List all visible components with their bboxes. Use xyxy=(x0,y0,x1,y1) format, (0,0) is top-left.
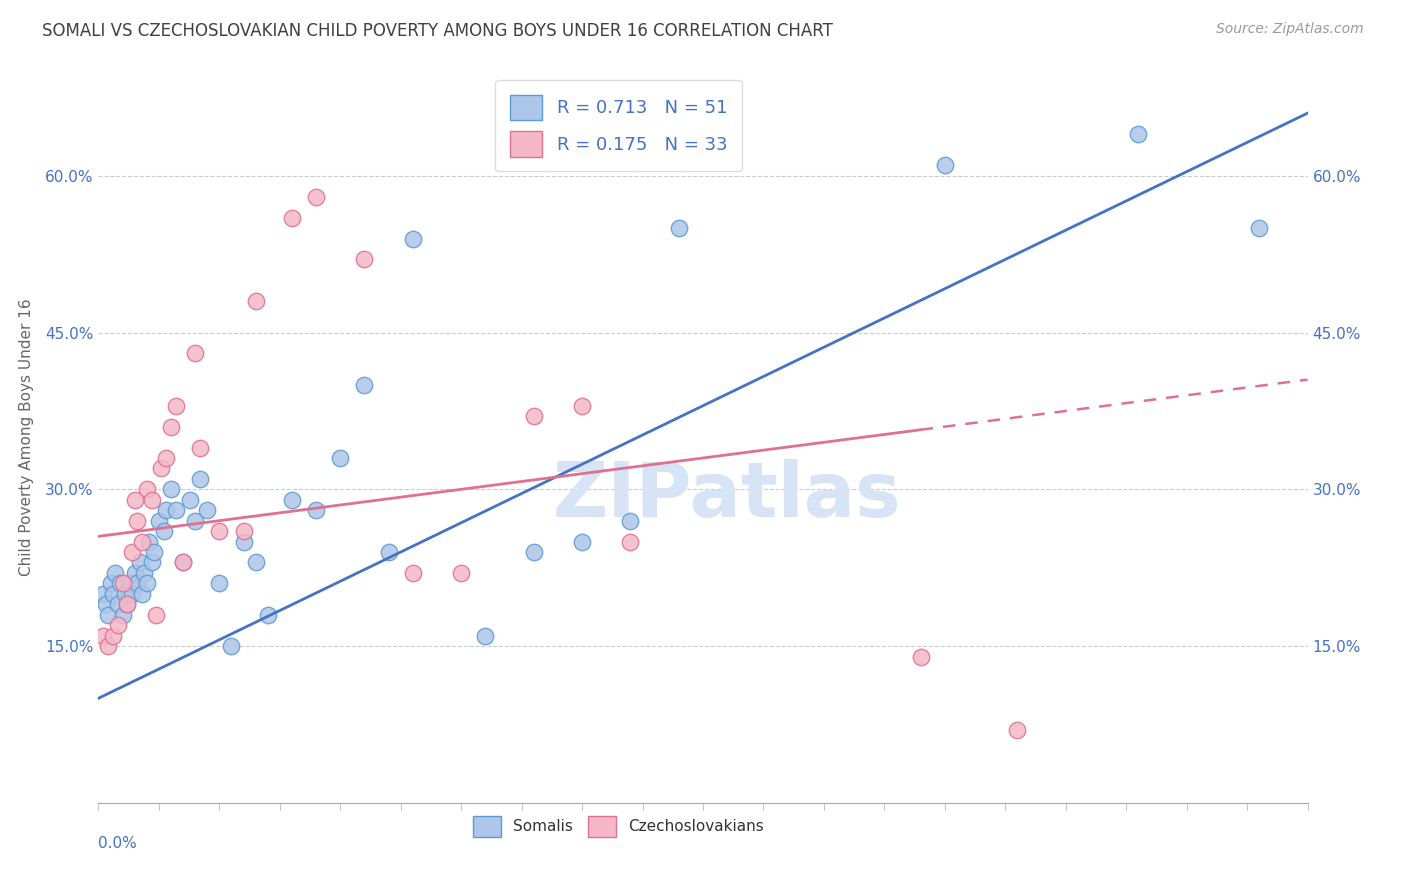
Point xyxy=(281,492,304,507)
Point xyxy=(91,629,114,643)
Point xyxy=(160,483,183,497)
Point xyxy=(128,556,150,570)
Point xyxy=(571,399,593,413)
Point xyxy=(107,597,129,611)
Point xyxy=(141,556,163,570)
Point xyxy=(124,492,146,507)
Point xyxy=(131,534,153,549)
Point xyxy=(141,492,163,507)
Point xyxy=(101,587,124,601)
Point xyxy=(131,587,153,601)
Point xyxy=(100,576,122,591)
Point xyxy=(474,629,496,643)
Point xyxy=(143,545,166,559)
Point xyxy=(305,503,328,517)
Point xyxy=(281,211,304,225)
Text: SOMALI VS CZECHOSLOVAKIAN CHILD POVERTY AMONG BOYS UNDER 16 CORRELATION CHART: SOMALI VS CZECHOSLOVAKIAN CHILD POVERTY … xyxy=(42,22,832,40)
Point xyxy=(668,221,690,235)
Point xyxy=(145,607,167,622)
Point xyxy=(111,576,134,591)
Point xyxy=(148,514,170,528)
Point xyxy=(101,629,124,643)
Point xyxy=(111,607,134,622)
Point xyxy=(134,566,156,580)
Point xyxy=(305,190,328,204)
Point xyxy=(121,587,143,601)
Y-axis label: Child Poverty Among Boys Under 16: Child Poverty Among Boys Under 16 xyxy=(18,298,34,576)
Point xyxy=(1128,127,1150,141)
Point xyxy=(172,556,194,570)
Point xyxy=(160,419,183,434)
Point xyxy=(104,566,127,580)
Point xyxy=(155,450,177,465)
Point xyxy=(221,639,243,653)
Point xyxy=(353,252,375,267)
Point xyxy=(934,158,956,172)
Text: Source: ZipAtlas.com: Source: ZipAtlas.com xyxy=(1216,22,1364,37)
Point xyxy=(165,503,187,517)
Point xyxy=(329,450,352,465)
Point xyxy=(353,377,375,392)
Point xyxy=(377,545,399,559)
Point xyxy=(402,566,425,580)
Point xyxy=(195,503,218,517)
Point xyxy=(91,587,114,601)
Point xyxy=(172,556,194,570)
Point xyxy=(114,587,136,601)
Point xyxy=(118,576,141,591)
Point xyxy=(117,597,139,611)
Point xyxy=(127,576,149,591)
Point xyxy=(97,607,120,622)
Point xyxy=(179,492,201,507)
Point xyxy=(245,294,267,309)
Point xyxy=(121,545,143,559)
Point xyxy=(107,618,129,632)
Point xyxy=(571,534,593,549)
Text: ZIPatlas: ZIPatlas xyxy=(553,458,901,533)
Point xyxy=(108,576,131,591)
Point xyxy=(910,649,932,664)
Point xyxy=(135,576,157,591)
Point xyxy=(402,231,425,245)
Point xyxy=(184,346,207,360)
Point xyxy=(256,607,278,622)
Point xyxy=(450,566,472,580)
Point xyxy=(138,534,160,549)
Text: 0.0%: 0.0% xyxy=(98,836,138,851)
Point xyxy=(1249,221,1271,235)
Point xyxy=(208,524,231,538)
Point xyxy=(94,597,117,611)
Point xyxy=(124,566,146,580)
Point xyxy=(232,534,254,549)
Point xyxy=(619,514,641,528)
Point xyxy=(165,399,187,413)
Point xyxy=(150,461,173,475)
Point xyxy=(1007,723,1029,737)
Point xyxy=(188,441,211,455)
Point xyxy=(523,409,546,424)
Point xyxy=(619,534,641,549)
Point xyxy=(152,524,174,538)
Point xyxy=(135,483,157,497)
Point xyxy=(97,639,120,653)
Point xyxy=(127,514,149,528)
Point xyxy=(523,545,546,559)
Point xyxy=(117,597,139,611)
Point xyxy=(184,514,207,528)
Point xyxy=(232,524,254,538)
Point xyxy=(188,472,211,486)
Point xyxy=(155,503,177,517)
Legend: Somalis, Czechoslovakians: Somalis, Czechoslovakians xyxy=(464,806,773,847)
Point xyxy=(245,556,267,570)
Point xyxy=(208,576,231,591)
